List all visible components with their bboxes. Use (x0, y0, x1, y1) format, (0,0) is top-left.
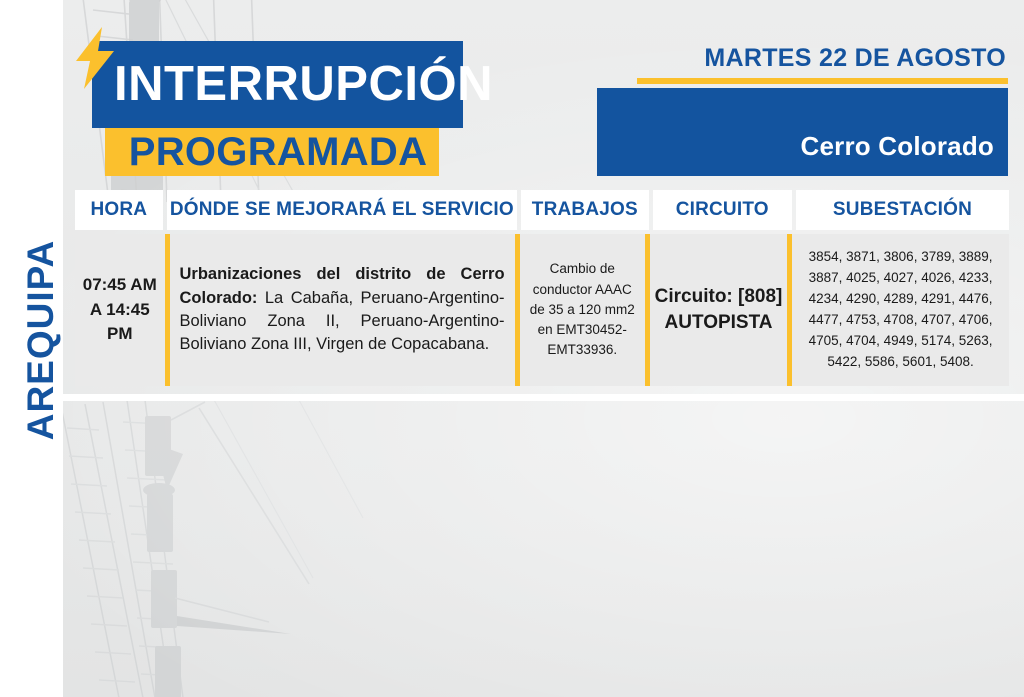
column-divider (514, 234, 520, 386)
lightning-bolt-icon (76, 27, 114, 89)
cell-donde-rest: La Cabaña, Peruano-Argentino-Boliviano Z… (179, 288, 505, 354)
title-interrupcion-block: INTERRUPCIÓN (92, 41, 493, 128)
column-header-trabajos: TRABAJOS (521, 190, 649, 230)
date-underline-rule (637, 78, 1008, 84)
column-header-circuito: CIRCUITO (652, 190, 792, 230)
column-divider (644, 234, 650, 386)
column-divider (164, 234, 170, 386)
transmission-tower-bottom-image (63, 399, 310, 697)
cell-circuito: Circuito: [808] AUTOPISTA (654, 286, 783, 333)
cell-subestacion: 3854, 3871, 3806, 3789, 3889, 3887, 4025… (808, 249, 993, 369)
table-header-row: HORA DÓNDE SE MEJORARÁ EL SERVICIO TRABA… (75, 190, 1010, 230)
table-bottom-white-rule (63, 394, 1024, 401)
region-label-arequipa: AREQUIPA (20, 239, 61, 441)
title-programada-block: PROGRAMADA (105, 128, 439, 176)
title-programada-text: PROGRAMADA (128, 130, 428, 174)
date-label: MARTES 22 DE AGOSTO (704, 44, 1006, 72)
power-wires-image (212, 398, 364, 579)
cell-hora: 07:45 AM A 14:45 PM (82, 275, 157, 344)
cell-trabajos: Cambio de conductor AAAC de 35 a 120 mm2… (529, 261, 635, 358)
cell-donde: Urbanizaciones del distrito de Cerro Col… (170, 263, 515, 357)
column-header-donde: DÓNDE SE MEJORARÁ EL SERVICIO (166, 190, 518, 230)
table-row: 07:45 AM A 14:45 PM Urbanizaciones del d… (75, 234, 1009, 386)
left-white-margin (0, 0, 63, 697)
district-label: Cerro Colorado (800, 131, 994, 161)
title-interrupcion-text: INTERRUPCIÓN (114, 57, 493, 111)
column-header-hora: HORA (75, 190, 163, 230)
outage-table: HORA DÓNDE SE MEJORARÁ EL SERVICIO TRABA… (75, 190, 1010, 395)
district-banner: Cerro Colorado (597, 88, 1008, 176)
column-divider (787, 234, 793, 386)
cell-donde-bold: Urbanizaciones del distrito de Cerro Col… (179, 265, 505, 307)
column-header-subestacion: SUBESTACIÓN (795, 190, 1010, 230)
